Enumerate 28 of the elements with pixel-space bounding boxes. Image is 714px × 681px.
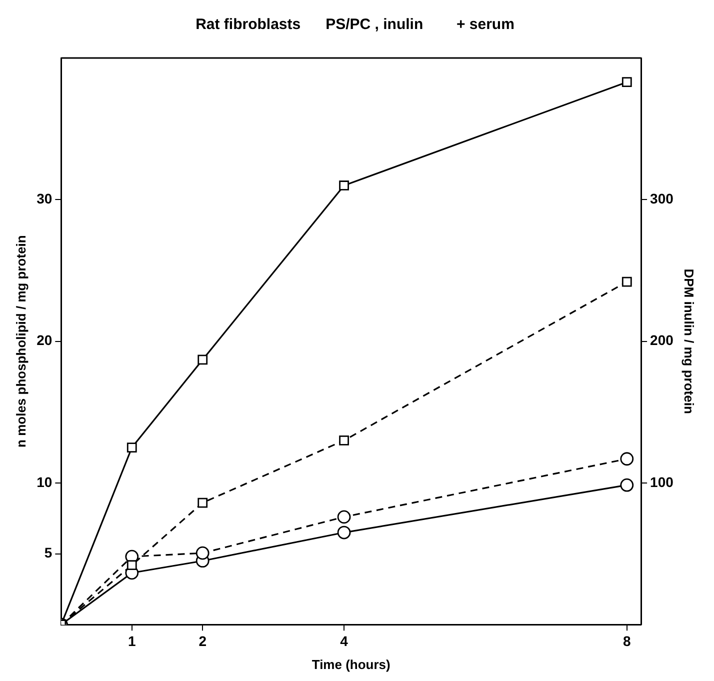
x-tick-label: 1 [128, 632, 136, 649]
x-tick-label: 8 [623, 632, 631, 649]
point [339, 180, 349, 190]
point [337, 510, 351, 524]
x-tick-label: 2 [198, 632, 207, 649]
point [620, 478, 634, 492]
y2-axis-title: DPM inulin / mg protein [682, 268, 697, 414]
point [198, 498, 208, 508]
point [126, 560, 137, 570]
y-tick-label: 30 [36, 190, 52, 207]
x-tick-label: 4 [340, 632, 348, 649]
point [339, 436, 349, 446]
point [196, 546, 210, 560]
point [622, 77, 632, 88]
x-axis-title: Time (hours) [312, 656, 390, 672]
y-tick-label: 5 [44, 544, 52, 561]
y-axis-title: n moles phospholipid / mg protein [13, 235, 28, 448]
y2-tick-label: 100 [650, 474, 674, 490]
chart-title: Rat fibroblasts PS/PC , inulin + serum [196, 16, 514, 34]
y-tick-label: 10 [36, 474, 52, 490]
point [622, 276, 632, 287]
point [620, 452, 634, 466]
point [198, 354, 208, 365]
y2-tick-label: 200 [650, 332, 674, 348]
y-tick-label: 20 [36, 332, 52, 348]
point [337, 526, 351, 540]
point [126, 442, 137, 452]
y2-tick-label: 300 [650, 190, 674, 207]
